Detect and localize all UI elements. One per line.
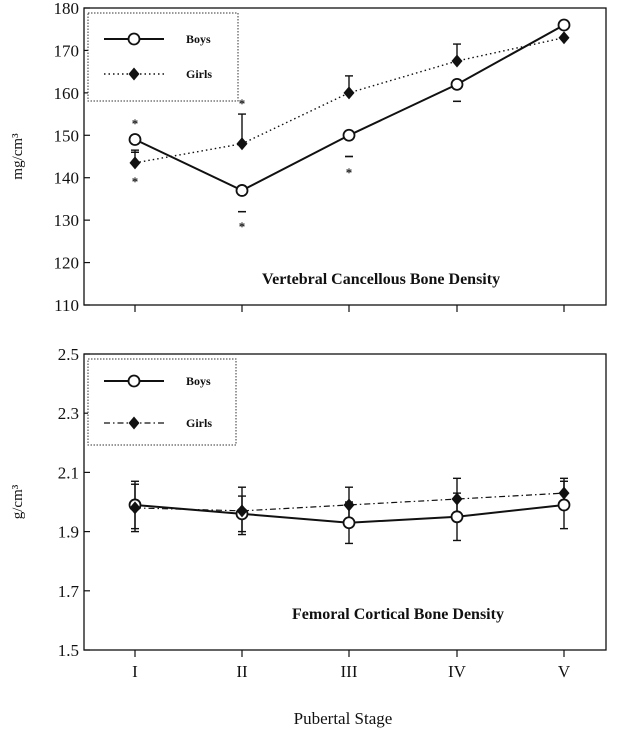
- panel-1: 110 120 130 140 150 160 170 180 mg/cm³ Vertebral …: [10, 0, 607, 315]
- x-tick-label: IV: [448, 662, 467, 681]
- legend: Boys Girls: [87, 12, 239, 102]
- y-tick-label: 150: [54, 126, 80, 145]
- legend-label-girls: Girls: [186, 416, 212, 430]
- girls-point: [129, 156, 141, 170]
- girls-point: [451, 492, 463, 506]
- legend-girls-marker: [128, 416, 140, 430]
- girls-point: [558, 31, 570, 45]
- legend-boys-marker: [127, 32, 141, 46]
- y-tick-label: 180: [54, 0, 80, 18]
- y-tick-label: 2.3: [58, 404, 79, 423]
- significance-star: *: [239, 219, 246, 234]
- series-line-girls: [134, 37, 565, 164]
- y-tick-label: 110: [54, 296, 79, 315]
- y-tick-label: 2.5: [58, 345, 79, 364]
- boys-point: [342, 516, 356, 530]
- girls-point: [343, 86, 355, 100]
- boys-point: [557, 18, 571, 32]
- significance-star: *: [132, 116, 139, 131]
- y-tick-label: 160: [54, 84, 80, 103]
- y-tick-label: 2.1: [58, 463, 79, 482]
- girls-point: [129, 501, 141, 515]
- y-tick-label: 170: [54, 41, 80, 60]
- legend-box: [87, 358, 237, 446]
- panel-title: Vertebral Cancellous Bone Density: [262, 271, 500, 288]
- boys-point: [557, 498, 571, 512]
- boys-point: [450, 510, 464, 524]
- legend-label-boys: Boys: [186, 32, 211, 46]
- legend-boys-marker: [127, 374, 141, 388]
- y-tick-label: 130: [54, 211, 80, 230]
- boys-point: [342, 128, 356, 142]
- x-tick-label: II: [236, 662, 248, 681]
- y-tick-label: 1.7: [58, 582, 80, 601]
- girls-point: [343, 498, 355, 512]
- y-tick-label: 1.5: [58, 641, 79, 660]
- y-tick-label: 1.9: [58, 523, 79, 542]
- x-tick-label: III: [341, 662, 358, 681]
- girls-point: [451, 54, 463, 68]
- x-axis-label: Pubertal Stage: [294, 709, 393, 728]
- legend-box: [87, 12, 239, 102]
- boys-point: [450, 77, 464, 91]
- y-axis-label: g/cm³: [10, 484, 26, 519]
- y-axis-label: mg/cm³: [10, 133, 26, 180]
- plot-frame: [83, 7, 607, 306]
- series-line-girls: [134, 492, 565, 512]
- boys-point: [235, 184, 249, 197]
- girls-point: [236, 137, 248, 151]
- legend-label-girls: Girls: [186, 67, 212, 81]
- legend-girls-marker: [128, 67, 140, 81]
- legend-label-boys: Boys: [186, 374, 211, 388]
- significance-star: *: [239, 96, 246, 111]
- legend: Boys Girls: [87, 358, 237, 446]
- y-tick-label: 140: [54, 169, 80, 188]
- significance-star: *: [346, 165, 353, 180]
- y-tick-label: 120: [54, 254, 80, 273]
- significance-star: *: [132, 174, 139, 189]
- x-tick-label: V: [558, 662, 571, 681]
- plot-frame: [83, 353, 607, 651]
- panel-title: Femoral Cortical Bone Density: [292, 606, 504, 623]
- girls-point: [236, 504, 248, 518]
- boys-point: [128, 133, 142, 146]
- x-tick-label: I: [132, 662, 138, 681]
- girls-point: [558, 486, 570, 500]
